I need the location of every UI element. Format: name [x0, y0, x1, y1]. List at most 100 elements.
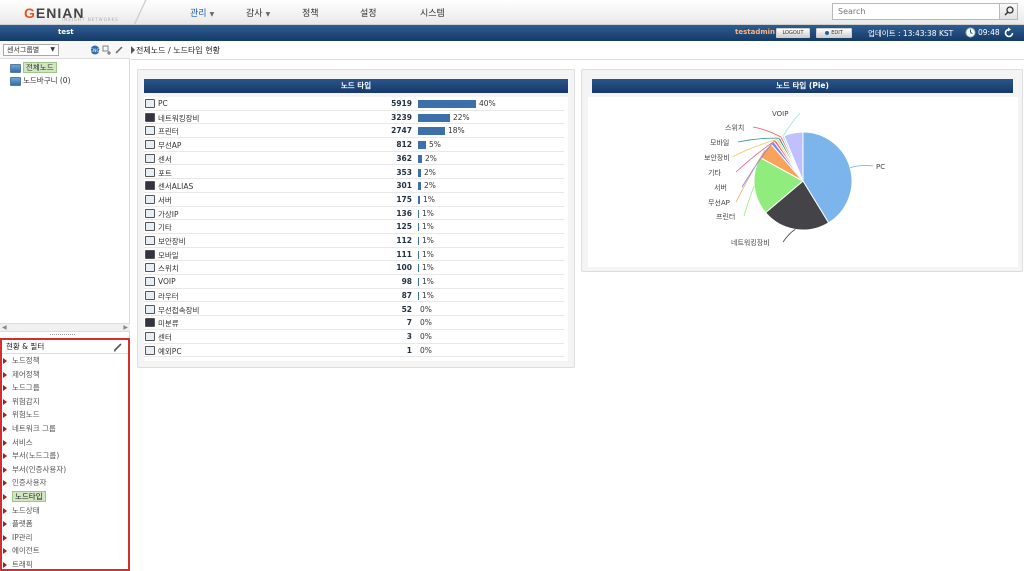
node-type-count[interactable]: 2747 — [391, 126, 412, 136]
table-row[interactable]: 가상IP 136 1% — [144, 207, 564, 221]
node-type-name[interactable]: 무선AP — [158, 141, 182, 151]
filter-item[interactable]: 에이전트 — [2, 544, 128, 558]
node-type-name[interactable]: 예외PC — [158, 346, 182, 356]
top-menu-item[interactable]: 관리 ▼ — [190, 6, 214, 19]
node-type-name[interactable]: 스위치 — [158, 264, 179, 274]
node-type-count[interactable]: 353 — [396, 167, 412, 177]
logout-button[interactable]: LOGOUT — [776, 28, 810, 38]
table-row[interactable]: 프린터 2747 18% — [144, 124, 564, 139]
node-type-count[interactable]: 112 — [396, 236, 412, 245]
node-type-count[interactable]: 111 — [396, 249, 412, 259]
node-type-count[interactable]: 3 — [406, 331, 412, 341]
table-row[interactable]: 예외PC 1 0% — [144, 344, 564, 358]
node-type-name[interactable]: 모바일 — [158, 250, 179, 260]
node-type-name[interactable]: 미분류 — [158, 319, 179, 329]
ip-icon[interactable]: ENG — [90, 45, 100, 55]
tree-node[interactable]: 노드바구니 (0) — [10, 75, 71, 86]
node-type-count[interactable]: 7 — [406, 318, 412, 328]
search-button[interactable] — [999, 4, 1017, 19]
table-row[interactable]: 모바일 111 1% — [144, 248, 564, 262]
node-type-name[interactable]: 센서 — [158, 154, 172, 164]
node-type-name[interactable]: 센터 — [158, 332, 172, 342]
table-row[interactable]: 센서 362 2% — [144, 152, 564, 166]
table-row[interactable]: 라우터 87 1% — [144, 289, 564, 303]
edit-button[interactable]: EDIT — [816, 28, 852, 38]
node-type-name[interactable]: 가상IP — [158, 209, 179, 219]
filter-item[interactable]: 노드상태 — [2, 504, 128, 518]
node-type-name[interactable]: 보안장비 — [158, 237, 186, 246]
refresh-icon[interactable] — [1003, 27, 1015, 39]
sensor-group-select[interactable]: 센서그룹별 ▼ — [3, 44, 59, 56]
panel-splitter[interactable] — [50, 334, 75, 336]
table-row[interactable]: 센터 3 0% — [144, 330, 564, 344]
node-type-count[interactable]: 1 — [406, 345, 412, 355]
node-type-count[interactable]: 362 — [396, 153, 412, 163]
table-row[interactable]: 미분류 7 0% — [144, 316, 564, 330]
node-type-name[interactable]: VOIP — [158, 277, 176, 287]
table-row[interactable]: PC 5919 40% — [144, 97, 564, 111]
node-type-name[interactable]: 센서ALIAS — [158, 182, 194, 192]
table-row[interactable]: 기타 125 1% — [144, 220, 564, 234]
user-name[interactable]: testadmin — [735, 28, 776, 36]
table-row[interactable]: 서버 175 1% — [144, 193, 564, 207]
filter-item[interactable]: 플랫폼 — [2, 517, 128, 531]
top-menu-item[interactable]: 시스템 — [420, 6, 445, 19]
node-type-count[interactable]: 175 — [396, 194, 412, 204]
node-type-name[interactable]: 기타 — [158, 223, 172, 233]
top-menu-item[interactable]: 설정 — [360, 6, 377, 19]
top-menu-item[interactable]: 정책 — [302, 6, 319, 19]
node-type-count[interactable]: 100 — [396, 263, 412, 273]
filter-item[interactable]: 노드그룹 — [2, 381, 128, 395]
node-type-name[interactable]: 무선접속장비 — [158, 305, 200, 315]
add-node-icon[interactable] — [102, 45, 112, 55]
filter-item[interactable]: 트래픽 — [2, 558, 128, 569]
table-row[interactable]: 무선AP 812 5% — [144, 138, 564, 152]
node-type-count[interactable]: 301 — [396, 181, 412, 191]
filter-item[interactable]: 위험노드 — [2, 408, 128, 422]
pencil-icon[interactable] — [113, 342, 123, 352]
filter-item[interactable]: 노드타입 — [2, 490, 128, 504]
tree-node[interactable]: 전체노드 — [10, 62, 57, 73]
node-type-count[interactable]: 136 — [396, 208, 412, 218]
filter-item[interactable]: 부서(노드그룹) — [2, 449, 128, 463]
filter-item[interactable]: 서비스 — [2, 436, 128, 450]
node-type-count[interactable]: 87 — [401, 290, 412, 300]
filter-item[interactable]: 인증사용자 — [2, 476, 128, 490]
table-row[interactable]: 센서ALIAS 301 2% — [144, 179, 564, 193]
node-type-name[interactable]: 포트 — [158, 168, 172, 178]
filter-item[interactable]: 노드정책 — [2, 354, 128, 368]
node-type-count[interactable]: 52 — [401, 304, 412, 314]
table-row[interactable]: 네트워킹장비 3239 22% — [144, 111, 564, 125]
node-type-count[interactable]: 812 — [396, 140, 412, 150]
node-type-name[interactable]: PC — [158, 99, 168, 108]
table-row[interactable]: 포트 353 2% — [144, 166, 564, 180]
filter-item[interactable]: 네트워크 그룹 — [2, 422, 128, 436]
filter-item[interactable]: IP관리 — [2, 531, 128, 545]
pie-slice[interactable] — [783, 131, 804, 182]
pencil-icon[interactable] — [114, 45, 124, 55]
node-type-percent: 1% — [422, 277, 434, 287]
node-type-name[interactable]: 라우터 — [158, 291, 179, 301]
search-input[interactable] — [833, 4, 999, 19]
horizontal-scrollbar[interactable]: ◀ ▶ — [0, 323, 130, 332]
breadcrumb: 전체노드 / 노드타입 현황 — [136, 46, 220, 55]
node-type-count[interactable]: 98 — [401, 277, 412, 287]
filter-item-label: 부서(노드그룹) — [12, 451, 60, 461]
table-row[interactable]: 무선접속장비 52 0% — [144, 303, 564, 317]
filter-item[interactable]: 위험감지 — [2, 395, 128, 409]
filter-item[interactable]: 부서(인증사용자) — [2, 463, 128, 477]
node-type-name[interactable]: 네트워킹장비 — [158, 113, 200, 123]
node-type-name[interactable]: 서버 — [158, 195, 172, 205]
node-type-name[interactable]: 프린터 — [158, 127, 179, 137]
table-row[interactable]: 보안장비 112 1% — [144, 234, 564, 248]
table-row[interactable]: VOIP 98 1% — [144, 275, 564, 289]
logo[interactable]: GENIAN — [24, 5, 85, 21]
node-type-count[interactable]: 5919 — [391, 99, 412, 108]
node-type-count[interactable]: 3239 — [391, 112, 412, 122]
node-type-count[interactable]: 125 — [396, 222, 412, 232]
filter-item[interactable]: 제어정책 — [2, 368, 128, 382]
table-row[interactable]: 스위치 100 1% — [144, 261, 564, 276]
table-panel-body: PC 5919 40% 네트워킹장비 3239 22% 프린터 2747 18% 무선AP 812 5… — [144, 97, 568, 361]
top-menu-item[interactable]: 감사 ▼ — [246, 6, 270, 19]
filter-item-label: 서비스 — [12, 437, 33, 447]
